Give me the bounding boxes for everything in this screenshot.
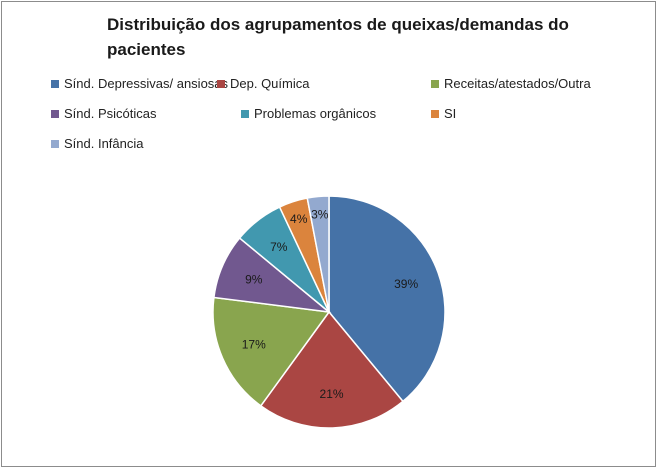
legend-swatch xyxy=(51,140,59,148)
legend-label: SI xyxy=(444,106,457,121)
legend-swatch xyxy=(51,80,59,88)
legend-label: Sínd. Infância xyxy=(64,136,144,151)
legend-label: Problemas orgânicos xyxy=(254,106,377,121)
slice-data-label: 39% xyxy=(394,277,418,291)
legend-swatch xyxy=(217,80,225,88)
legend-item-dep-quimica: Dep. Química xyxy=(217,76,309,92)
chart-title: Distribuição dos agrupamentos de queixas… xyxy=(107,15,569,59)
legend-item-infancia: Sínd. Infância xyxy=(51,136,144,152)
slice-data-label: 3% xyxy=(311,207,329,221)
legend-label: Sínd. Depressivas/ ansiosas xyxy=(64,76,229,91)
legend-swatch xyxy=(431,80,439,88)
slice-data-label: 21% xyxy=(320,387,344,401)
legend-item-depressivas: Sínd. Depressivas/ ansiosas xyxy=(51,76,228,92)
legend-item-si: SI xyxy=(431,106,456,122)
legend-label: Receitas/atestados/Outra xyxy=(444,76,591,91)
slice-data-label: 9% xyxy=(245,272,263,286)
legend-swatch xyxy=(241,110,249,118)
slice-data-label: 4% xyxy=(290,212,308,226)
slice-data-label: 7% xyxy=(270,240,288,254)
pie-slice xyxy=(306,195,330,313)
legend-swatch xyxy=(51,110,59,118)
legend-label: Sínd. Psicóticas xyxy=(64,106,157,121)
pie-slice xyxy=(212,296,331,407)
legend-item-problemas-organicos: Problemas orgânicos xyxy=(241,106,376,122)
pie-slice xyxy=(259,310,404,429)
pie-slice xyxy=(328,195,446,403)
slice-data-label: 17% xyxy=(242,338,266,352)
legend-swatch xyxy=(431,110,439,118)
legend-label: Dep. Química xyxy=(230,76,310,91)
legend-item-psicoticas: Sínd. Psicóticas xyxy=(51,106,157,122)
legend-item-receitas: Receitas/atestados/Outra xyxy=(431,76,591,92)
